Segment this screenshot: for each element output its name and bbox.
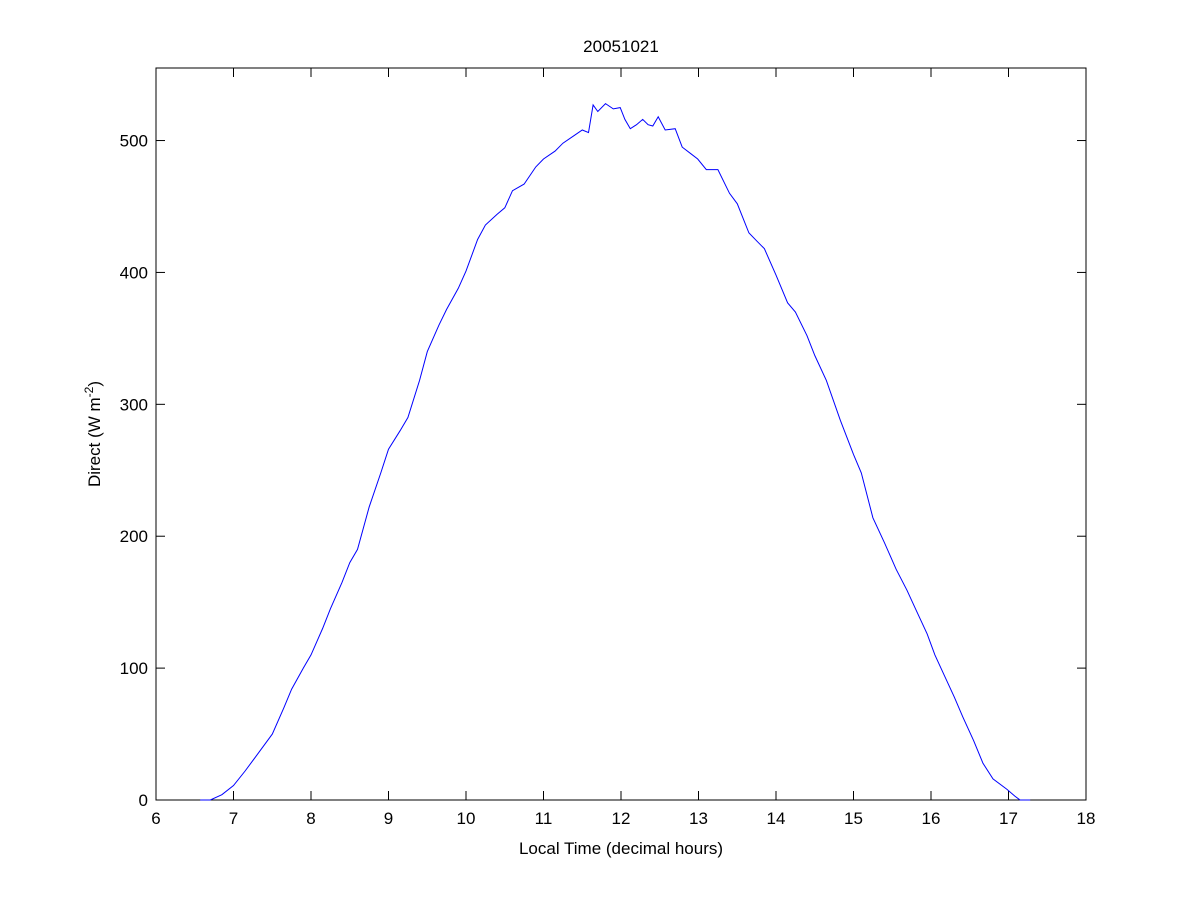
y-axis-label-sup: -2 [82, 386, 96, 397]
y-axis-label: Direct (W m-2) [82, 381, 104, 487]
plot-area [155, 67, 1087, 801]
x-tick-label: 9 [384, 809, 393, 828]
y-tick-label: 400 [120, 263, 148, 282]
x-tick-label: 6 [151, 809, 160, 828]
y-tick-label: 300 [120, 395, 148, 414]
x-tick-label: 12 [612, 809, 631, 828]
series-line [200, 102, 1031, 801]
y-tick-label: 100 [120, 659, 148, 678]
x-tick-label: 11 [535, 809, 553, 828]
x-tick-label: 17 [999, 809, 1018, 828]
x-tick-label: 10 [457, 809, 476, 828]
x-tick-label: 8 [306, 809, 315, 828]
y-axis-label-main: Direct (W m [85, 397, 104, 487]
x-tick-label: 7 [229, 809, 238, 828]
x-tick-label: 18 [1077, 809, 1096, 828]
x-tick-label: 13 [689, 809, 708, 828]
x-tick-label: 14 [767, 809, 786, 828]
y-tick-label: 200 [120, 527, 148, 546]
x-axis-label: Local Time (decimal hours) [519, 839, 723, 858]
y-axis-label-end: ) [85, 381, 104, 387]
x-tick-label: 16 [922, 809, 941, 828]
chart-title: 20051021 [583, 37, 659, 56]
y-tick-label: 0 [139, 791, 148, 810]
x-tick-label: 15 [844, 809, 863, 828]
y-tick-label: 500 [120, 132, 148, 151]
